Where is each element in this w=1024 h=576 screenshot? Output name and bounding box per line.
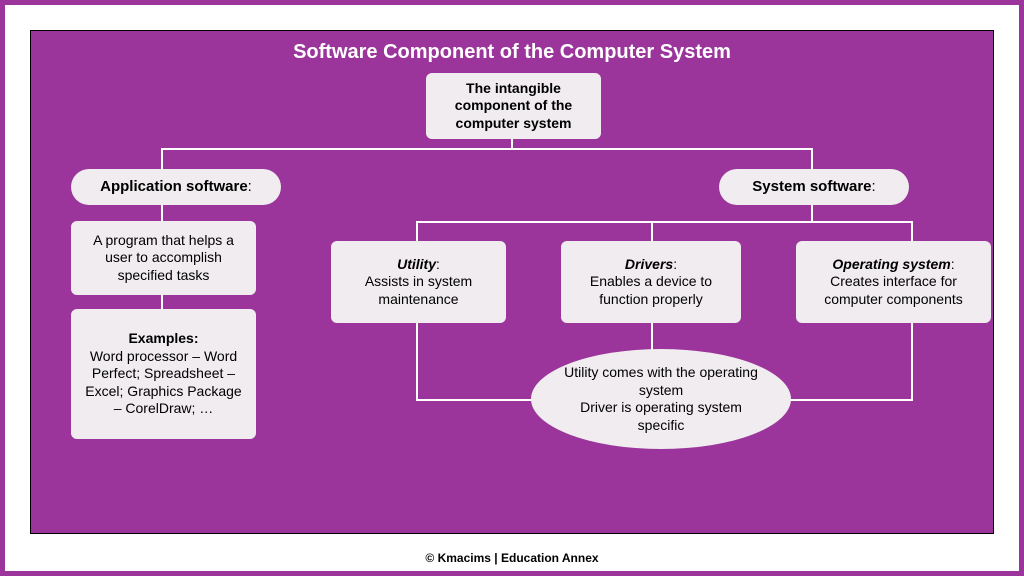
node-app-examples: Examples: Word processor – Word Perfect;… [71, 309, 256, 439]
edge [416, 321, 418, 401]
node-drivers-text: Enables a device to function properly [573, 273, 729, 308]
node-root: The intangible component of the computer… [426, 73, 601, 139]
outer-frame: Software Component of the Computer Syste… [0, 0, 1024, 576]
edge [161, 148, 163, 170]
node-drivers-label: Drivers: [625, 256, 677, 274]
node-utility: Utility: Assists in system maintenance [331, 241, 506, 323]
edge [416, 221, 418, 243]
node-app-ex-label: Examples: [128, 330, 198, 348]
node-note-line2: Driver is operating system specific [559, 399, 763, 434]
edge [651, 221, 653, 243]
node-app-ex-text: Word processor – Word Perfect; Spreadshe… [83, 348, 244, 418]
edge [911, 221, 913, 243]
node-utility-label: Utility: [397, 256, 440, 274]
edge [771, 399, 913, 401]
node-app-label: Application software: [100, 178, 252, 197]
footer-credit: © Kmacims | Education Annex [5, 551, 1019, 565]
edge [161, 148, 813, 150]
node-utility-text: Assists in system maintenance [343, 273, 494, 308]
node-app-desc: A program that helps a user to accomplis… [71, 221, 256, 295]
node-app-software: Application software: [71, 169, 281, 205]
node-os-text: Creates interface for computer component… [808, 273, 979, 308]
node-sys-label: System software: [752, 178, 875, 197]
inner-padding: Software Component of the Computer Syste… [23, 23, 1001, 541]
node-note: Utility comes with the operating system … [531, 349, 791, 449]
node-app-desc-text: A program that helps a user to accomplis… [83, 232, 244, 285]
node-sys-software: System software: [719, 169, 909, 205]
edge [811, 148, 813, 170]
node-drivers: Drivers: Enables a device to function pr… [561, 241, 741, 323]
node-os: Operating system: Creates interface for … [796, 241, 991, 323]
node-root-text: The intangible component of the computer… [438, 80, 589, 133]
edge [811, 203, 813, 223]
edge [161, 203, 163, 223]
node-note-line1: Utility comes with the operating system [559, 364, 763, 399]
edge [416, 221, 913, 223]
edge [911, 321, 913, 401]
diagram-canvas: Software Component of the Computer Syste… [30, 30, 994, 534]
diagram-title: Software Component of the Computer Syste… [31, 41, 993, 64]
node-os-label: Operating system: [832, 256, 954, 274]
